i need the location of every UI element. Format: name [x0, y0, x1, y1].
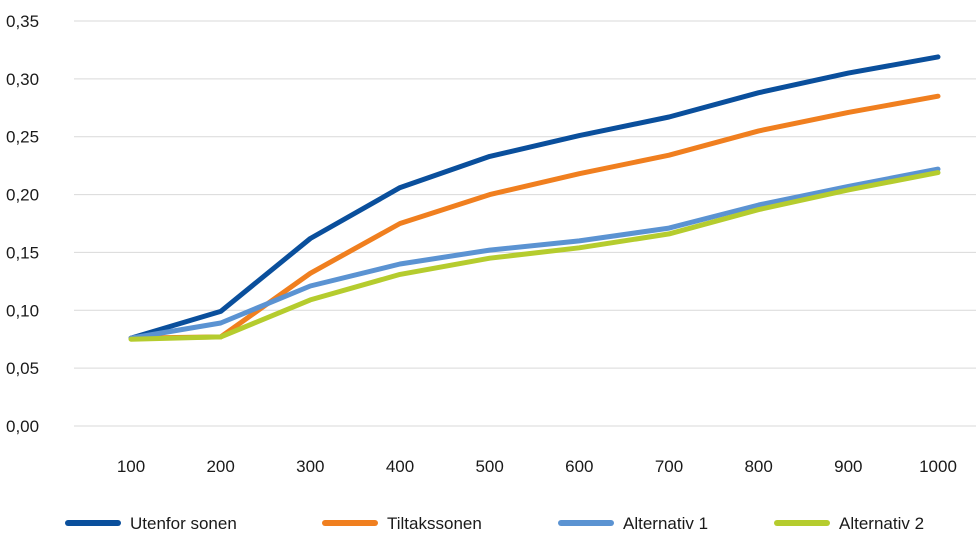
y-tick-label: 0,00	[6, 417, 39, 436]
x-tick-label: 600	[565, 457, 593, 476]
x-axis-ticks: 100 200 300 400 500 600 700 800 900 1000	[117, 457, 957, 476]
legend-label: Alternativ 1	[623, 514, 708, 533]
x-tick-label: 400	[386, 457, 414, 476]
y-tick-label: 0,05	[6, 359, 39, 378]
series-line-3	[128, 166, 941, 341]
y-tick-label: 0,25	[6, 128, 39, 147]
legend: Utenfor sonen Tiltakssonen Alternativ 1 Alt…	[65, 514, 924, 533]
y-tick-label: 0,15	[6, 243, 39, 262]
x-tick-label: 200	[206, 457, 234, 476]
legend-label: Utenfor sonen	[130, 514, 237, 533]
y-tick-label: 0,35	[6, 12, 39, 31]
series-line-2	[128, 93, 941, 341]
x-tick-label: 900	[834, 457, 862, 476]
gridlines	[74, 20, 976, 427]
y-axis-ticks: 0,00 0,05 0,10 0,15 0,20 0,25 0,30 0,35	[6, 12, 39, 436]
x-tick-label: 1000	[919, 457, 957, 476]
x-tick-label: 300	[296, 457, 324, 476]
x-tick-label: 700	[655, 457, 683, 476]
series-line-1	[128, 54, 941, 341]
y-tick-label: 0,30	[6, 70, 39, 89]
x-tick-label: 100	[117, 457, 145, 476]
y-tick-label: 0,10	[6, 301, 39, 320]
x-tick-label: 800	[744, 457, 772, 476]
y-tick-label: 0,20	[6, 186, 39, 205]
legend-label: Alternativ 2	[839, 514, 924, 533]
series-line-4	[128, 170, 941, 342]
series-lines	[128, 54, 941, 342]
x-tick-label: 500	[475, 457, 503, 476]
legend-label: Tiltakssonen	[387, 514, 482, 533]
